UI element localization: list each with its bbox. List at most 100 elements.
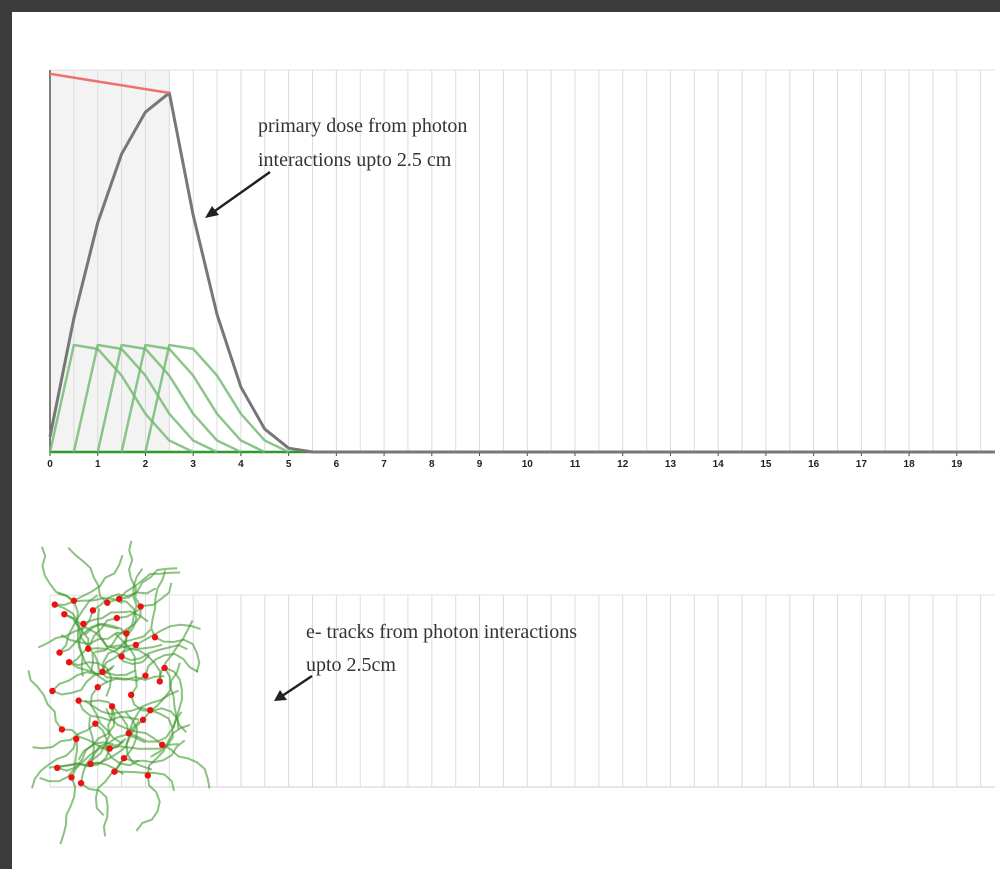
electron-track (144, 652, 199, 676)
interaction-point (118, 653, 125, 660)
line-series (72, 343, 218, 454)
electron-track (101, 643, 163, 673)
x-tick-label: 19 (951, 459, 963, 470)
electron-track (77, 700, 140, 722)
electron-track (70, 737, 127, 778)
electron-track (125, 719, 153, 771)
interaction-point (56, 649, 63, 656)
electron-track (109, 644, 162, 682)
interaction-point (51, 601, 58, 608)
interaction-point (125, 730, 132, 737)
interaction-point (127, 691, 135, 699)
interaction-point (147, 707, 154, 714)
line-series (120, 343, 266, 454)
interaction-point (49, 687, 56, 695)
electron-track (114, 770, 175, 792)
interaction-point (70, 597, 78, 604)
panel: 0 1 2 3 4 5 6 7 8 9 10 11 12 13 14 15 16 17 18 19 primary d… (12, 12, 1000, 869)
interaction-point (120, 755, 128, 762)
electron-track (73, 554, 124, 602)
electron-track (116, 582, 173, 620)
electron-track (59, 623, 119, 654)
x-tick-label: 0 (47, 459, 53, 470)
interaction-point (77, 779, 85, 787)
interaction-point (156, 678, 163, 685)
electron-track (119, 567, 178, 600)
interaction-point (73, 735, 80, 743)
electron-track (67, 547, 108, 604)
arrow (281, 674, 313, 698)
electron-track (94, 722, 140, 767)
annotation: primary dose from photon (258, 115, 467, 137)
shaded-region (50, 70, 170, 452)
x-tick-label: 18 (904, 459, 916, 470)
interaction-point (132, 641, 140, 649)
x-tick-label: 9 (477, 459, 483, 470)
plot-layer: 0 1 2 3 4 5 6 7 8 9 10 11 12 13 14 15 16 17 18 19 (27, 69, 995, 845)
arrow (211, 170, 271, 215)
x-tick-label: 16 (808, 459, 820, 470)
interaction-point (94, 683, 101, 691)
x-tick-label: 8 (429, 459, 435, 470)
electron-track (89, 733, 146, 765)
electron-track (123, 739, 186, 764)
interaction-point (65, 659, 73, 666)
electron-track (56, 741, 114, 772)
electron-track (158, 620, 194, 682)
line-series (96, 343, 242, 454)
interaction-point (158, 741, 166, 748)
x-tick-label: 4 (238, 459, 244, 470)
interaction-point (80, 620, 87, 627)
electron-track (150, 570, 167, 638)
electron-track (127, 540, 142, 608)
line-series (49, 72, 170, 95)
electron-track (97, 675, 165, 689)
tracks (27, 540, 211, 845)
interaction-point (151, 634, 159, 641)
annotation: e- tracks from photon interactions (306, 621, 577, 643)
electron-track (60, 631, 127, 646)
interaction-point (61, 611, 68, 618)
x-tick-label: 10 (522, 459, 534, 470)
interaction-point (68, 774, 75, 781)
x-tick-label: 15 (760, 459, 772, 470)
interaction-point (139, 716, 147, 723)
arrow-head (274, 690, 287, 701)
arrow-head (205, 206, 219, 218)
annotation: upto 2.5cm (306, 654, 396, 676)
interaction-point (75, 697, 82, 704)
chart: 0 1 2 3 4 5 6 7 8 9 10 11 12 13 14 15 16 17 18 19 primary d… (27, 69, 995, 845)
line-series (48, 343, 194, 454)
electron-track (135, 775, 161, 832)
electron-track (67, 617, 118, 666)
electron-track (90, 720, 141, 765)
line-series (48, 91, 995, 454)
interaction-point (108, 703, 116, 710)
electron-track (89, 686, 123, 744)
x-tick-label: 5 (286, 459, 292, 470)
electron-track (32, 722, 96, 750)
x-tick-label: 3 (190, 459, 196, 470)
electron-track (27, 670, 63, 731)
electron-track (114, 633, 138, 696)
electron-track (118, 571, 181, 600)
x-tick-label: 14 (713, 459, 725, 470)
x-tick-label: 13 (665, 459, 677, 470)
interaction-point (111, 768, 118, 775)
x-tick-label: 17 (856, 459, 868, 470)
electron-track (125, 568, 144, 634)
electron-track (94, 757, 125, 816)
interaction-point (106, 745, 113, 752)
annotation: interactions upto 2.5 cm (258, 149, 452, 171)
interaction-point (58, 726, 66, 733)
interaction-point (137, 603, 144, 610)
electron-track (39, 738, 79, 783)
electron-track (154, 636, 201, 673)
interaction-point (123, 630, 130, 637)
points (49, 595, 168, 787)
x-tick-label: 2 (143, 459, 149, 470)
electron-track (57, 592, 90, 649)
interaction-point (89, 607, 97, 614)
interaction-point (113, 614, 121, 622)
